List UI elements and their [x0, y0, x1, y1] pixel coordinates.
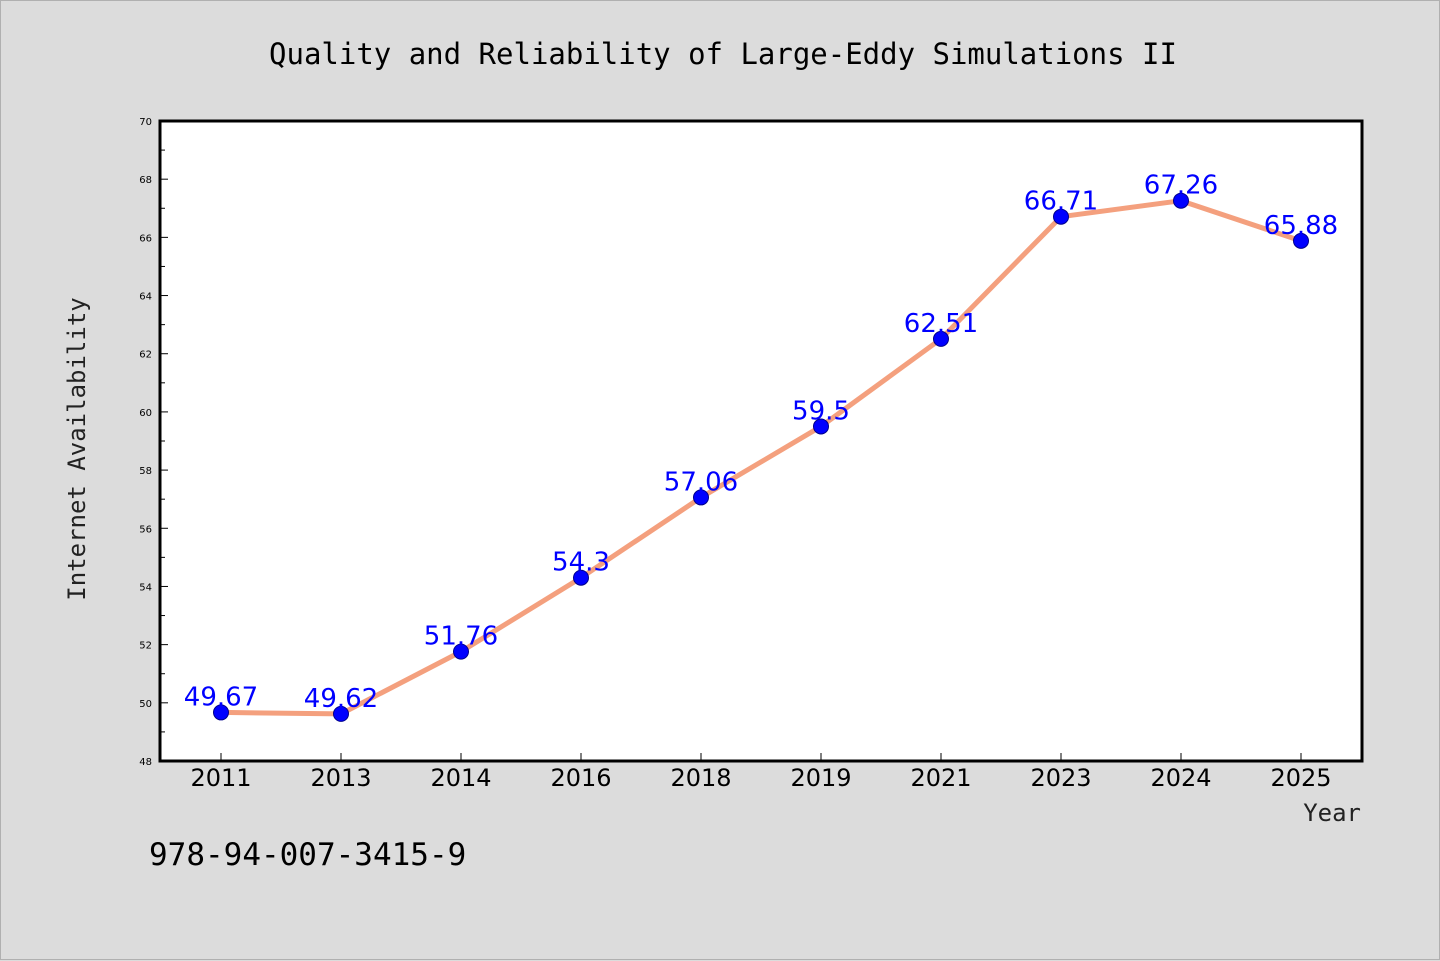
- y-tick-label: 52: [139, 641, 152, 652]
- x-tick-label: 2021: [910, 764, 971, 792]
- y-axis-label: Internet Availability: [63, 297, 91, 600]
- y-tick-label: 68: [139, 175, 152, 186]
- data-value-label: 49.67: [184, 682, 258, 712]
- plot-border: [158, 119, 1364, 763]
- data-value-label: 49.62: [304, 684, 378, 714]
- plot-area: [160, 121, 1362, 761]
- data-value-label: 62.51: [904, 309, 978, 339]
- y-tick-label: 60: [139, 408, 152, 419]
- y-tick-label: 48: [139, 757, 152, 768]
- data-point-marker: [333, 705, 349, 722]
- data-point-marker: [933, 330, 949, 347]
- data-value-label: 66.71: [1024, 187, 1098, 217]
- y-tick-label: 54: [139, 582, 152, 593]
- chart-title: Quality and Reliability of Large-Eddy Si…: [269, 37, 1177, 71]
- data-point-marker: [1293, 232, 1309, 249]
- data-point-marker: [1053, 208, 1069, 225]
- series-markers: [213, 192, 1309, 722]
- data-value-label: 51.76: [424, 622, 498, 652]
- y-tick-label: 66: [139, 233, 152, 244]
- x-tick-label: 2013: [310, 764, 371, 792]
- data-point-marker: [213, 704, 229, 721]
- y-tick-label: 62: [139, 350, 152, 361]
- data-value-label: 54.3: [552, 548, 610, 578]
- y-tick-label: 50: [139, 699, 152, 710]
- y-tick-label: 56: [139, 524, 152, 535]
- y-axis-ticks: 48 50 52 54 56 58 60 62 64 66 68 70: [139, 117, 168, 768]
- data-point-marker: [693, 489, 709, 506]
- x-tick-label: 2019: [790, 764, 851, 792]
- x-tick-label: 2023: [1030, 764, 1091, 792]
- data-point-marker: [453, 643, 469, 660]
- data-point-marker: [573, 569, 589, 586]
- x-tick-label: 2016: [550, 764, 611, 792]
- data-value-label: 67.26: [1144, 171, 1218, 201]
- data-labels: 49.67 49.62 51.76 54.3 57.06 59.5 62.51 66.71 67…: [184, 171, 1338, 714]
- y-tick-label: 58: [139, 466, 152, 477]
- y-tick-label: 64: [139, 292, 152, 303]
- x-tick-label: 2024: [1150, 764, 1211, 792]
- x-tick-label: 2018: [670, 764, 731, 792]
- x-tick-label: 2025: [1270, 764, 1331, 792]
- data-value-label: 65.88: [1264, 211, 1338, 241]
- data-point-marker: [1173, 192, 1189, 209]
- x-tick-label: 2011: [190, 764, 251, 792]
- data-value-label: 57.06: [664, 467, 738, 497]
- series-line: [220, 198, 1302, 717]
- data-value-label: 59.5: [792, 396, 850, 426]
- x-axis-label: Year: [1303, 799, 1361, 827]
- x-tick-label: 2014: [430, 764, 491, 792]
- y-tick-label: 70: [139, 117, 152, 128]
- isbn-footnote: 978-94-007-3415-9: [149, 837, 466, 873]
- x-axis-ticks: 2011 2013 2014 2016 2018 2019 2021 2023 2024 2025: [190, 753, 1332, 792]
- data-point-marker: [813, 418, 829, 435]
